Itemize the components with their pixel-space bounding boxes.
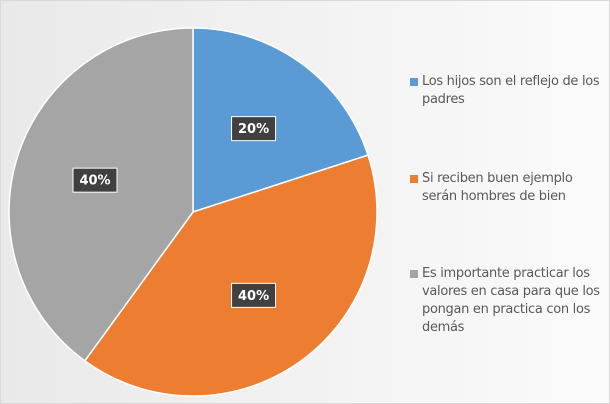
legend-label: Es importante practicar los valores en c… [422,266,600,335]
legend-item: Los hijos son el reflejo de los padres [410,73,605,109]
data-label: 20% [238,122,269,137]
data-label: 40% [238,289,269,304]
pie-slice [83,154,378,397]
data-label-box [231,116,277,142]
data-label-box [72,167,118,193]
legend-label: Si reciben buen ejemplo serán hombres de… [422,171,573,204]
legend-swatch [410,270,418,278]
legend-swatch [410,175,418,183]
data-label: 40% [79,174,110,189]
pie-slice [8,27,194,362]
legend-item: Si reciben buen ejemplo serán hombres de… [410,170,605,206]
data-label-box [231,282,277,308]
legend-swatch [410,78,418,86]
legend-item: Es importante practicar los valores en c… [410,265,605,337]
legend-label: Los hijos son el reflejo de los padres [422,74,600,107]
pie-slice [192,27,369,214]
